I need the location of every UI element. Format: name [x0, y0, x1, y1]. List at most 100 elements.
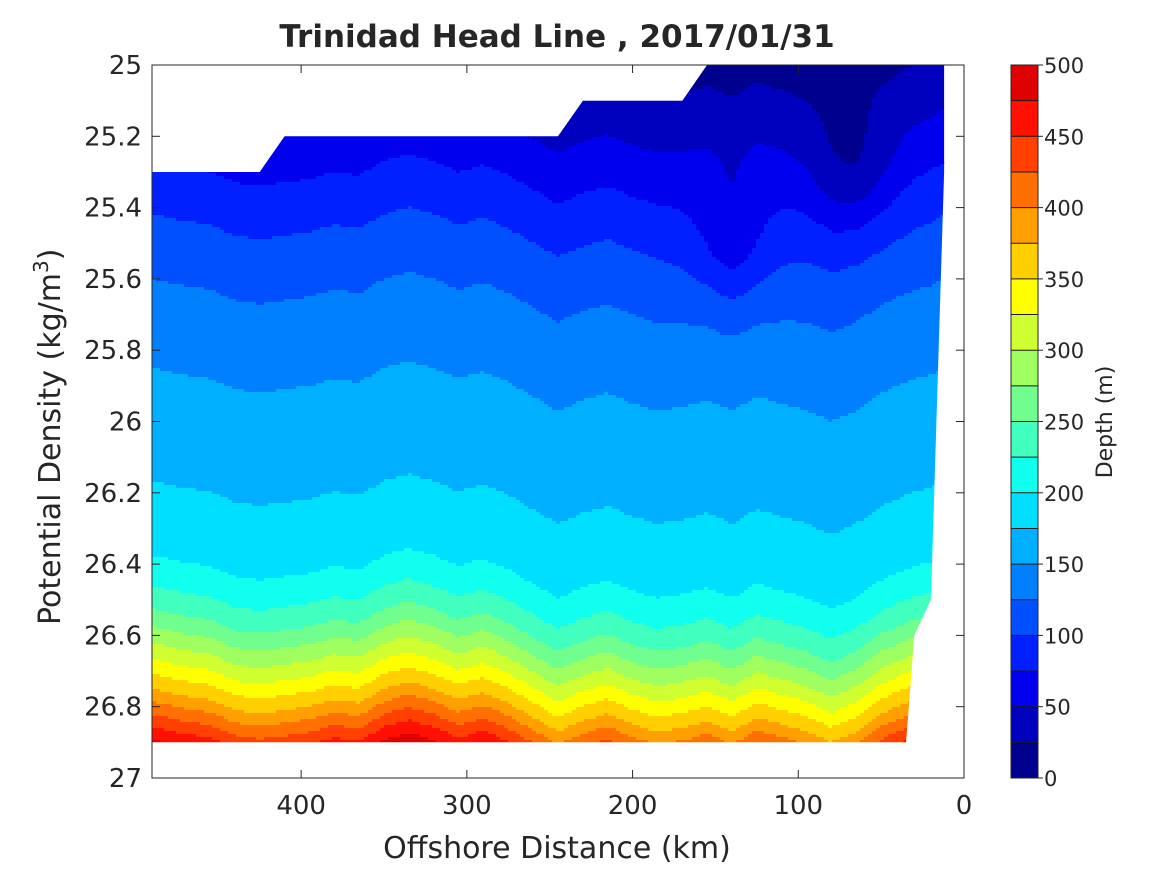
- contour-cell: [360, 671, 389, 675]
- x-tick-label: 200: [608, 791, 658, 821]
- contour-cell: [520, 74, 897, 78]
- contour-cell: [724, 593, 741, 597]
- contour-cell: [680, 266, 729, 270]
- contour-cell: [152, 374, 189, 378]
- contour-cell: [152, 725, 213, 729]
- contour-cell: [888, 575, 945, 579]
- y-tick-label: 26.8: [84, 693, 142, 723]
- contour-cell: [172, 629, 237, 633]
- contour-cell: [380, 659, 437, 663]
- contour-cell: [432, 107, 813, 111]
- contour-cell: [152, 530, 825, 534]
- contour-cell: [768, 689, 817, 693]
- contour-cell: [448, 560, 473, 564]
- contour-cell: [704, 239, 757, 243]
- contour-cell: [152, 356, 945, 360]
- contour-cell: [796, 665, 861, 669]
- contour-cell: [864, 149, 897, 153]
- contour-cell: [180, 590, 373, 594]
- contour-cell: [376, 662, 445, 666]
- contour-cell: [500, 683, 529, 687]
- contour-cell: [472, 632, 493, 636]
- contour-cell: [152, 365, 389, 369]
- contour-cell: [876, 308, 945, 312]
- contour-cell: [760, 236, 905, 240]
- contour-cell: [552, 518, 569, 522]
- contour-cell: [872, 191, 901, 195]
- contour-cell: [152, 545, 945, 549]
- contour-cell: [540, 398, 585, 402]
- contour-cell: [848, 689, 873, 693]
- contour-cell: [744, 662, 789, 666]
- contour-cell: [528, 725, 549, 729]
- contour-cell: [644, 317, 861, 321]
- contour-cell: [880, 632, 933, 636]
- contour-cell: [400, 155, 417, 159]
- contour-cell: [152, 197, 549, 201]
- contour-cell: [152, 671, 217, 675]
- contour-cell: [480, 371, 485, 375]
- contour-cell: [692, 275, 769, 279]
- contour-cell: [464, 593, 497, 597]
- y-axis-label-main: Potential Density (kg/m: [33, 273, 68, 625]
- contour-cell: [180, 560, 373, 564]
- contour-cell: [152, 233, 233, 237]
- contour-cell: [416, 695, 453, 699]
- contour-cell: [504, 65, 913, 69]
- contour-cell: [900, 191, 945, 195]
- contour-cell: [748, 149, 785, 153]
- contour-cell: [152, 389, 245, 393]
- contour-cell: [800, 683, 861, 687]
- contour-cell: [332, 737, 341, 741]
- contour-cell: [440, 215, 689, 219]
- contour-cell: [672, 713, 729, 717]
- contour-cell: [640, 725, 689, 729]
- contour-cell: [168, 611, 377, 615]
- contour-cell: [868, 128, 913, 132]
- contour-cell: [152, 617, 205, 621]
- contour-cell: [588, 584, 621, 588]
- contour-cell: [816, 221, 869, 225]
- contour-cell: [364, 377, 501, 381]
- contour-cell: [708, 512, 749, 516]
- contour-cell: [464, 563, 497, 567]
- contour-cell: [188, 695, 245, 699]
- contour-cell: [520, 233, 701, 237]
- contour-cell: [632, 677, 697, 681]
- contour-cell: [320, 569, 513, 573]
- contour-cell: [340, 224, 365, 228]
- contour-cell: [640, 710, 689, 714]
- contour-cell: [820, 656, 845, 660]
- contour-cell: [568, 593, 645, 597]
- contour-cell: [764, 278, 945, 282]
- contour-cell: [872, 704, 901, 708]
- contour-cell: [536, 584, 589, 588]
- contour-cell: [172, 371, 377, 375]
- contour-cell: [852, 686, 877, 690]
- contour-cell: [888, 710, 921, 714]
- contour-cell: [540, 674, 585, 678]
- contour-cell: [512, 176, 729, 180]
- contour-cell: [716, 257, 749, 261]
- contour-cell: [788, 695, 865, 699]
- contour-cell: [700, 233, 761, 237]
- contour-cell: [552, 251, 569, 255]
- contour-cell: [376, 164, 445, 168]
- contour-cell: [380, 215, 441, 219]
- contour-cell: [772, 272, 945, 276]
- contour-cell: [688, 323, 761, 327]
- contour-cell: [384, 626, 437, 630]
- colorbar-swatch: [1011, 385, 1038, 422]
- contour-cell: [776, 641, 869, 645]
- contour-cell: [856, 320, 945, 324]
- contour-cell: [864, 737, 885, 741]
- contour-cell: [520, 734, 545, 738]
- contour-cell: [700, 641, 713, 645]
- contour-cell: [484, 371, 937, 375]
- contour-cell: [252, 608, 269, 612]
- contour-cell: [584, 689, 625, 693]
- contour-cell: [600, 581, 613, 585]
- contour-cell: [708, 245, 757, 249]
- contour-cell: [568, 146, 641, 150]
- contour-cell: [376, 371, 445, 375]
